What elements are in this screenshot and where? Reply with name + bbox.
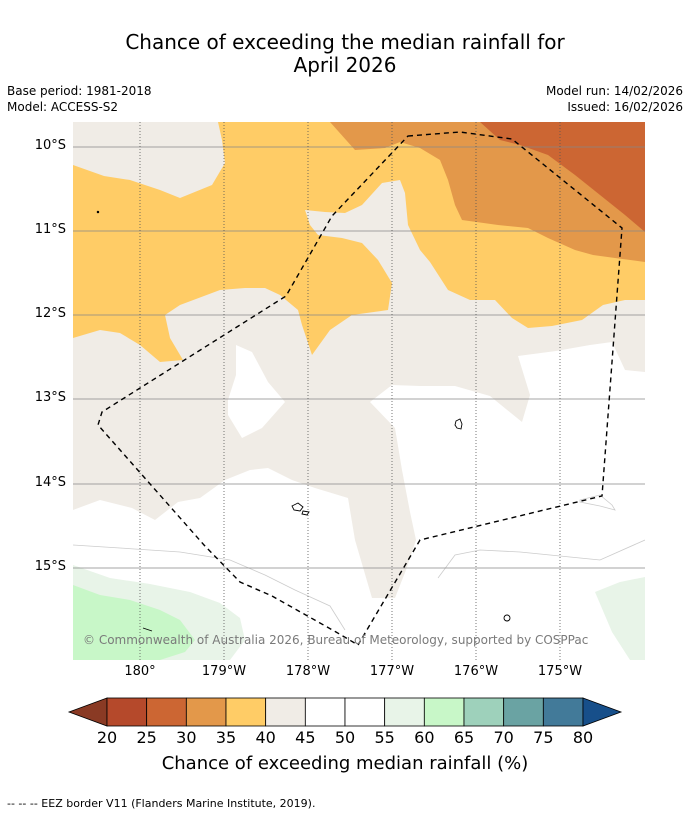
gridlines	[73, 146, 645, 569]
colorbar-segment-35-40	[225, 697, 267, 727]
lon-label-178w: 178°W	[285, 664, 331, 679]
lon-label-176w: 176°W	[453, 664, 499, 679]
colorbar-segment-55-60	[384, 697, 425, 727]
rainfall-contours	[73, 122, 645, 660]
lat-label-13s: 13°S	[34, 390, 66, 405]
lon-label-177w: 177°W	[369, 664, 415, 679]
map-title: Chance of exceeding the median rainfall …	[0, 31, 690, 77]
region-25-30	[480, 122, 645, 232]
islands	[96, 210, 511, 632]
base-period: Base period: 1981-2018	[7, 84, 152, 98]
colorbar-segment-30-35	[185, 697, 227, 727]
colorbar-tick-30: 30	[176, 728, 197, 747]
colorbar-label: Chance of exceeding median rainfall (%)	[161, 753, 529, 774]
colorbar-tick-25: 25	[136, 728, 157, 747]
region-45-50-north	[228, 345, 285, 438]
colorbar	[67, 697, 623, 727]
colorbar-segment-40-45	[265, 697, 306, 727]
lat-label-11s: 11°S	[34, 222, 66, 237]
colorbar-tick-70: 70	[493, 728, 514, 747]
colorbar-tick-20: 20	[96, 728, 118, 747]
colorbar-under-triangle	[67, 697, 108, 727]
colorbar-segment-45-50	[304, 697, 346, 727]
contour-line-1	[73, 544, 346, 631]
colorbar-tick-50: 50	[334, 728, 356, 747]
copyright-text: © Commonwealth of Australia 2026, Bureau…	[83, 633, 589, 647]
colorbar-segment-50-55	[344, 697, 386, 727]
region-60-65	[73, 585, 195, 660]
colorbar-tick-60: 60	[414, 728, 435, 747]
island-dot	[96, 210, 100, 214]
island-south	[503, 614, 511, 622]
lon-label-179w: 179°W	[201, 664, 247, 679]
island-west	[142, 627, 153, 632]
lon-label-175w: 175°W	[537, 664, 583, 679]
issued-date: Issued: 16/02/2026	[567, 100, 683, 114]
metadata-right: Model run: 14/02/2026 Issued: 16/02/2026	[546, 83, 683, 115]
colorbar-segment-60-65	[423, 697, 465, 727]
model-name: Model: ACCESS-S2	[7, 100, 119, 114]
colorbar-segment-20-25	[106, 697, 148, 727]
colorbar-tick-55: 55	[374, 728, 395, 747]
lon-label-180: 180°	[124, 664, 156, 679]
region-55-60-east	[595, 577, 645, 660]
lat-label-14s: 14°S	[34, 475, 66, 490]
title-line-1: Chance of exceeding the median rainfall …	[125, 30, 565, 54]
lat-label-10s: 10°S	[34, 138, 66, 153]
colorbar-segment-70-75	[503, 697, 544, 727]
island-futuna	[291, 502, 304, 512]
title-line-2: April 2026	[293, 53, 397, 77]
colorbar-segment-75-80	[542, 697, 584, 727]
contour-line-3	[579, 494, 616, 511]
island-alofi	[301, 510, 310, 516]
lat-label-12s: 12°S	[34, 306, 66, 321]
eez-footnote: -- -- -- EEZ border V11 (Flanders Marine…	[7, 797, 316, 810]
metadata-left: Base period: 1981-2018 Model: ACCESS-S2	[7, 83, 152, 115]
colorbar-segment-25-30	[146, 697, 187, 727]
colorbar-tick-40: 40	[255, 728, 276, 747]
lat-label-15s: 15°S	[34, 559, 66, 574]
model-run: Model run: 14/02/2026	[545, 84, 683, 98]
colorbar-segment-65-70	[463, 697, 505, 727]
eez-border	[97, 131, 623, 646]
colorbar-over-triangle	[582, 697, 623, 727]
contour-line-2	[437, 539, 645, 579]
colorbar-tick-65: 65	[453, 728, 475, 747]
island-wallis	[454, 418, 463, 430]
colorbar-tick-35: 35	[215, 728, 237, 747]
colorbar-tick-75: 75	[533, 728, 554, 747]
colorbar-tick-45: 45	[295, 728, 316, 747]
colorbar-tick-80: 80	[572, 728, 594, 747]
